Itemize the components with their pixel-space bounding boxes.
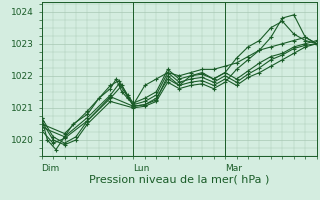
X-axis label: Pression niveau de la mer( hPa ): Pression niveau de la mer( hPa ) [89,174,269,184]
